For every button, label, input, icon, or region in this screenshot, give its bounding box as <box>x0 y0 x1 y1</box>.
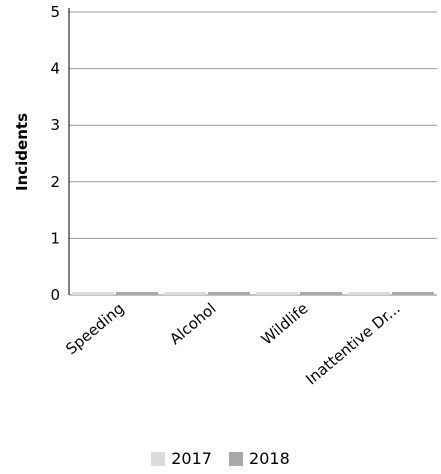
bar-2018-0[interactable] <box>116 292 158 295</box>
bar-2018-2[interactable] <box>300 292 342 295</box>
y-tick-label: 3 <box>50 116 60 134</box>
x-tick-label: Speeding <box>62 299 127 358</box>
y-tick-label: 4 <box>50 60 60 78</box>
legend-item-2017[interactable]: 2017 <box>151 449 212 468</box>
bar-2017-2[interactable] <box>256 292 298 295</box>
bar-2017-3[interactable] <box>348 292 390 295</box>
legend-swatch-2017 <box>151 451 166 466</box>
y-axis-title: Incidents <box>13 113 31 191</box>
bar-2018-3[interactable] <box>392 292 434 295</box>
bar-2018-1[interactable] <box>208 292 250 295</box>
legend-label-2018: 2018 <box>249 449 290 468</box>
y-tick-label: 5 <box>50 3 60 21</box>
legend-swatch-2018 <box>229 451 244 466</box>
y-tick-label: 2 <box>50 173 60 191</box>
x-tick-label: Inattentive Dr... <box>302 299 403 388</box>
gridlines <box>69 11 437 296</box>
legend: 2017 2018 <box>0 449 441 470</box>
x-tick-label: Alcohol <box>166 299 219 348</box>
x-tick-label: Wildlife <box>258 299 312 348</box>
y-tick-label: 1 <box>50 229 60 247</box>
bar-series <box>72 292 434 295</box>
bar-2017-1[interactable] <box>164 292 206 295</box>
legend-item-2018[interactable]: 2018 <box>229 449 290 468</box>
legend-label-2017: 2017 <box>171 449 212 468</box>
y-tick-label: 0 <box>50 286 60 304</box>
bar-2017-0[interactable] <box>72 292 114 295</box>
y-tick-labels: 0 1 2 3 4 5 <box>50 3 60 304</box>
